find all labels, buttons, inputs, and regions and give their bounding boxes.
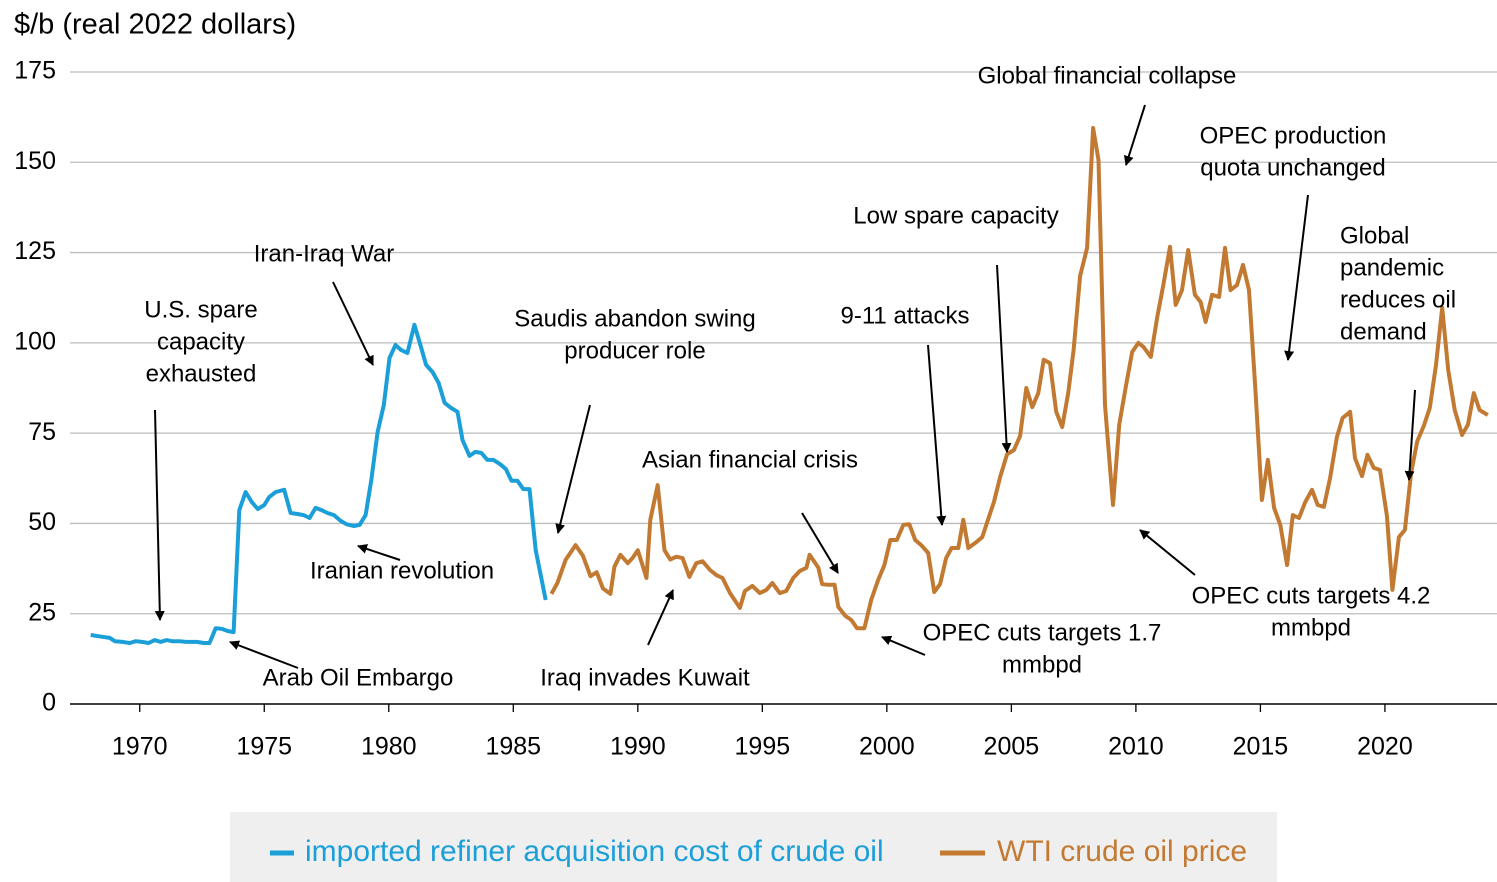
annotation-arrow [881, 635, 926, 656]
x-tick-label: 1995 [735, 733, 791, 761]
annotation: Iranian revolution [310, 557, 494, 584]
annotation-arrow [357, 544, 401, 561]
annotation: OPEC cuts targets 4.2 [1192, 582, 1431, 609]
annotation-arrow [1123, 104, 1146, 166]
annotation-arrow [1404, 389, 1416, 481]
x-tick-label: 1975 [236, 733, 292, 761]
annotation: U.S. spare [144, 296, 257, 323]
annotation: Saudis abandon swing [514, 305, 756, 332]
legend-label: imported refiner acquisition cost of cru… [305, 835, 884, 868]
annotation: mmbpd [1002, 651, 1082, 678]
x-tick-label: 1970 [112, 733, 168, 761]
annotation: Low spare capacity [853, 202, 1058, 229]
x-tick-label: 1990 [610, 733, 666, 761]
y-tick-label: 25 [28, 598, 56, 626]
annotation-arrow [1284, 194, 1309, 361]
annotation-arrow [927, 344, 947, 526]
annotation: Arab Oil Embargo [263, 664, 454, 691]
annotation-arrow [1139, 529, 1196, 576]
annotation: 9-11 attacks [841, 302, 970, 329]
y-tick-label: 100 [14, 327, 56, 355]
legend-box [230, 812, 1277, 882]
annotation: Global financial collapse [978, 62, 1237, 89]
annotation: reduces oil [1340, 286, 1456, 313]
annotation: quota unchanged [1200, 154, 1386, 181]
annotation: pandemic [1340, 254, 1444, 281]
annotation-arrow [332, 281, 374, 366]
x-tick-label: 2000 [859, 733, 915, 761]
annotation: exhausted [146, 360, 257, 387]
annotation-arrow [996, 264, 1012, 453]
x-tick-label: 2010 [1108, 733, 1164, 761]
y-tick-label: 75 [28, 418, 56, 446]
annotation: Global [1340, 222, 1409, 249]
series-line [549, 126, 1489, 631]
legend-label: WTI crude oil price [997, 835, 1247, 868]
annotation: capacity [157, 328, 245, 355]
series-line [90, 322, 548, 645]
y-tick-label: 175 [14, 57, 56, 85]
y-tick-label: 50 [28, 508, 56, 536]
annotation-arrow [154, 409, 165, 621]
annotation-arrow [801, 512, 839, 574]
annotation-arrow [647, 589, 674, 646]
x-tick-label: 1980 [361, 733, 417, 761]
x-tick-label: 1985 [485, 733, 541, 761]
x-tick-label: 2015 [1233, 733, 1289, 761]
annotation-arrow [555, 404, 591, 534]
annotation: OPEC cuts targets 1.7 [923, 619, 1162, 646]
annotation: OPEC production [1200, 122, 1387, 149]
y-tick-label: 125 [14, 237, 56, 265]
annotation: Iran-Iraq War [254, 240, 394, 267]
x-tick-label: 2020 [1357, 733, 1413, 761]
y-axis-label: $/b (real 2022 dollars) [14, 9, 296, 41]
annotation: producer role [564, 337, 705, 364]
y-tick-label: 0 [42, 689, 56, 717]
y-tick-label: 150 [14, 147, 56, 175]
x-tick-label: 2005 [984, 733, 1040, 761]
annotation: demand [1340, 318, 1427, 345]
annotation-arrow [229, 640, 299, 669]
annotation: Asian financial crisis [642, 446, 858, 473]
annotation: Iraq invades Kuwait [540, 664, 750, 691]
annotation: mmbpd [1271, 614, 1351, 641]
